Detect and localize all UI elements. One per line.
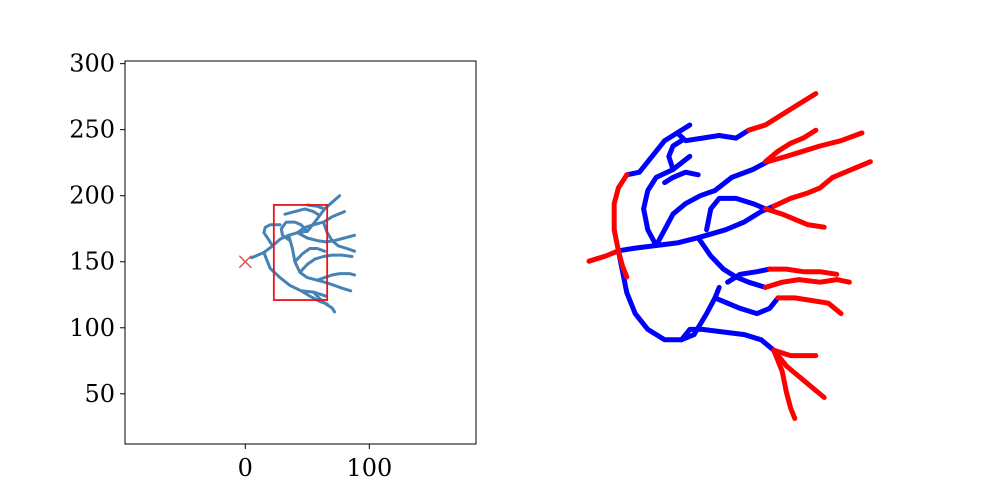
- roi-box: [272, 204, 329, 301]
- outer-branch-line: [762, 277, 852, 290]
- branch-line: [299, 289, 329, 306]
- inner-branch-line: [641, 153, 693, 248]
- left-plot-frame: [124, 60, 477, 445]
- branch-line: [293, 247, 327, 264]
- inner-branch-line: [678, 326, 777, 353]
- branch-line: [262, 223, 282, 248]
- outer-branch-line: [746, 91, 819, 133]
- inner-branch-line: [615, 248, 697, 343]
- inner-branch-line: [666, 138, 684, 172]
- branch-line: [279, 220, 309, 243]
- inner-branch-line: [695, 235, 768, 290]
- left-axis-ticks: 0 100 50 100 150 200 250 300: [69, 50, 392, 482]
- y-tick-label: 250: [69, 116, 115, 144]
- outer-branch-line: [771, 347, 827, 400]
- y-tick-label: 200: [69, 182, 115, 210]
- outer-branch-line: [767, 266, 840, 277]
- branch-line: [298, 253, 354, 274]
- y-tick-label: 300: [69, 50, 115, 78]
- y-tick-label: 50: [84, 380, 115, 408]
- x-tick-label: 0: [238, 454, 253, 482]
- branch-line: [283, 207, 322, 217]
- outer-branch-line: [615, 248, 630, 280]
- outer-branch-line: [586, 248, 621, 264]
- inner-branch-line: [662, 169, 701, 186]
- outer-branch-line: [765, 130, 865, 165]
- outer-branch-line: [771, 159, 873, 209]
- branch-line: [315, 272, 356, 282]
- y-tick-label: 150: [69, 248, 115, 276]
- branch-line: [325, 281, 353, 293]
- x-tick-label: 100: [346, 454, 392, 482]
- inner-branch-line: [674, 127, 752, 144]
- inner-branch-line: [704, 195, 768, 233]
- inner-branch-line: [712, 295, 781, 317]
- outer-branch-line: [762, 127, 819, 165]
- inner-branch-line: [691, 284, 722, 338]
- branch-line: [295, 231, 356, 244]
- y-tick-label: 100: [69, 314, 115, 342]
- outer-branch-line: [775, 295, 844, 317]
- right-branch-lines: [586, 91, 873, 421]
- left-overlay: [238, 204, 329, 301]
- branch-line: [295, 210, 346, 235]
- branch-line: [250, 229, 309, 260]
- origin-marker: [238, 255, 252, 269]
- inner-branch-line: [615, 203, 777, 254]
- outer-branch-line: [611, 172, 630, 254]
- outer-branch-line: [771, 347, 819, 359]
- left-branch-lines: [250, 194, 356, 314]
- outer-branch-line: [771, 347, 798, 421]
- inner-branch-line: [653, 159, 770, 248]
- inner-branch-line: [725, 266, 773, 285]
- outer-branch-line: [762, 206, 827, 230]
